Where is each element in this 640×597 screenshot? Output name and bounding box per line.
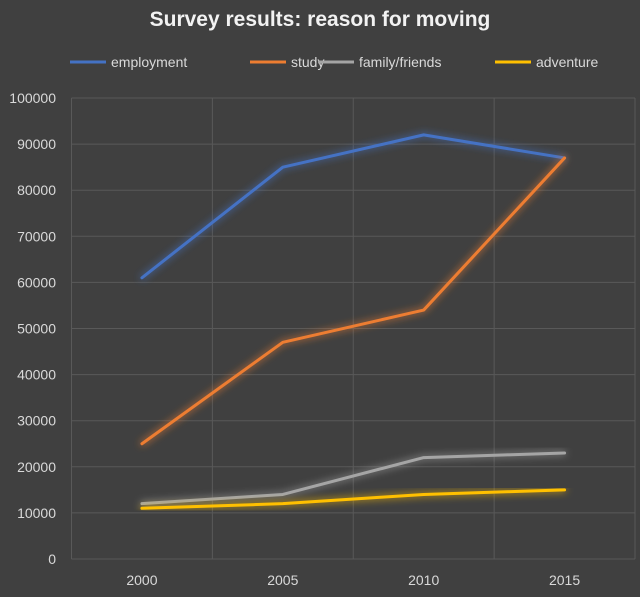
y-tick-label: 10000 [17,505,56,521]
y-tick-label: 100000 [9,90,56,106]
y-tick-label: 50000 [17,321,56,337]
chart-title: Survey results: reason for moving [150,8,491,31]
y-tick-label: 60000 [17,274,56,290]
y-tick-label: 80000 [17,182,56,198]
legend-label: employment [111,54,187,70]
y-tick-label: 70000 [17,228,56,244]
y-tick-label: 90000 [17,136,56,152]
x-tick-label: 2015 [549,572,580,588]
legend-label: study [291,54,324,70]
y-tick-label: 20000 [17,459,56,475]
y-tick-label: 30000 [17,413,56,429]
series-line-study [140,156,567,446]
x-tick-label: 2005 [267,572,298,588]
x-tick-label: 2000 [126,572,157,588]
series-line-family-friends [140,451,567,506]
legend-label: adventure [536,54,598,70]
x-tick-label: 2010 [408,572,439,588]
y-tick-label: 40000 [17,367,56,383]
y-tick-label: 0 [48,551,56,567]
series-line-adventure [140,488,567,510]
series-line-employment [140,133,567,280]
legend-label: family/friends [359,54,441,70]
